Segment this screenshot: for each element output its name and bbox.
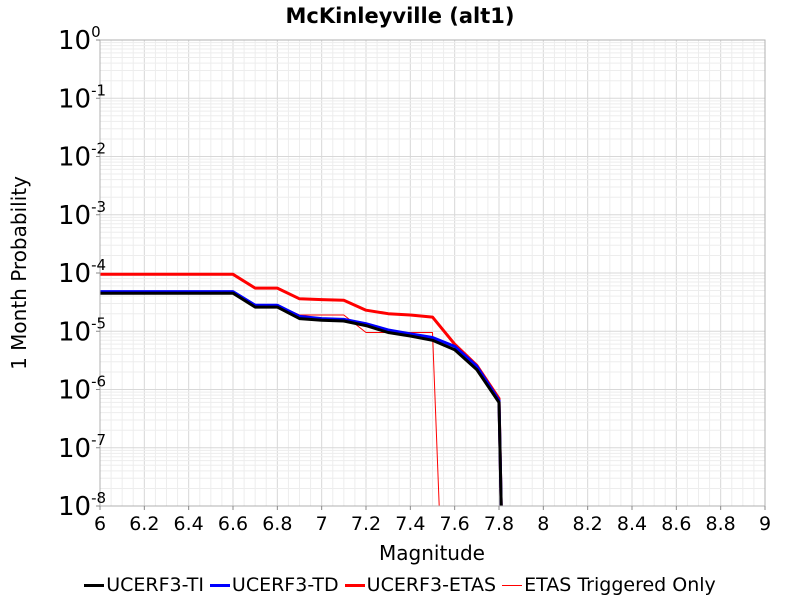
x-tick-label: 7.4 bbox=[395, 513, 425, 535]
chart-title: McKinleyville (alt1) bbox=[286, 4, 515, 28]
legend-item-ucerf3-ti: UCERF3-TI bbox=[84, 574, 204, 596]
y-tick-base: 10 bbox=[58, 492, 91, 522]
legend-item-ucerf3-td: UCERF3-TD bbox=[209, 574, 339, 596]
y-tick-exponent: -7 bbox=[91, 431, 106, 449]
y-tick-label: 10-5 bbox=[58, 314, 106, 347]
x-tick-label: 8.6 bbox=[661, 513, 691, 535]
x-axis-label: Magnitude bbox=[379, 541, 485, 565]
legend-label: UCERF3-TD bbox=[231, 574, 339, 596]
y-tick-base: 10 bbox=[58, 84, 91, 114]
y-tick-base: 10 bbox=[58, 143, 91, 173]
legend-label: UCERF3-ETAS bbox=[366, 574, 497, 596]
y-tick-exponent: -8 bbox=[91, 489, 106, 507]
legend-label: ETAS Triggered Only bbox=[524, 574, 716, 596]
x-tick-label: 6.8 bbox=[262, 513, 292, 535]
y-tick-base: 10 bbox=[58, 376, 91, 406]
legend-item-ucerf3-etas: UCERF3-ETAS bbox=[344, 574, 497, 596]
x-tick-label: 8 bbox=[537, 513, 549, 535]
x-tick-label: 6.6 bbox=[218, 513, 248, 535]
legend-label: UCERF3-TI bbox=[106, 574, 204, 596]
y-tick-base: 10 bbox=[58, 201, 91, 231]
x-axis-ticks: 6 6.2 6.4 6.6 6.8 7 7.2 7.4 7.6 7.8 8 8.2 8.4 8.6 8.8 9 bbox=[94, 506, 771, 535]
legend-swatch bbox=[84, 583, 105, 587]
y-tick-label: 10-6 bbox=[58, 373, 106, 406]
legend: UCERF3-TI UCERF3-TD UCERF3-ETAS ETAS Trigge… bbox=[0, 572, 800, 598]
x-tick-label: 7.8 bbox=[484, 513, 514, 535]
y-tick-label: 100 bbox=[58, 23, 101, 56]
x-tick-label: 7.2 bbox=[351, 513, 381, 535]
x-tick-label: 6.2 bbox=[129, 513, 159, 535]
y-axis-label: 1 Month Probability bbox=[7, 176, 31, 370]
x-tick-label: 6 bbox=[94, 513, 106, 535]
y-tick-base: 10 bbox=[58, 434, 91, 464]
series-line-ucerf3-td bbox=[100, 290, 503, 507]
y-tick-exponent: -4 bbox=[91, 256, 106, 274]
x-tick-label: 8.4 bbox=[617, 513, 647, 535]
y-tick-base: 10 bbox=[58, 259, 91, 289]
legend-swatch bbox=[502, 584, 523, 586]
y-tick-exponent: -6 bbox=[91, 373, 106, 391]
legend-item-etas-triggered-only: ETAS Triggered Only bbox=[502, 574, 716, 596]
y-tick-label: 10-2 bbox=[58, 140, 106, 173]
series-line-ucerf3-ti bbox=[100, 291, 503, 507]
y-tick-exponent: 0 bbox=[91, 23, 101, 41]
series-line-ucerf3-etas bbox=[100, 272, 503, 507]
legend-swatch bbox=[344, 583, 365, 587]
y-tick-label: 10-1 bbox=[58, 81, 106, 114]
y-tick-label: 10-8 bbox=[58, 489, 106, 522]
y-tick-base: 10 bbox=[58, 317, 91, 347]
y-tick-base: 10 bbox=[58, 26, 91, 56]
x-tick-label: 9 bbox=[759, 513, 771, 535]
x-tick-label: 7.6 bbox=[440, 513, 470, 535]
y-tick-label: 10-4 bbox=[58, 256, 106, 289]
y-tick-exponent: -1 bbox=[91, 81, 106, 99]
x-tick-label: 6.4 bbox=[174, 513, 204, 535]
y-tick-exponent: -5 bbox=[91, 314, 106, 332]
legend-swatch bbox=[209, 583, 230, 587]
x-tick-label: 8.2 bbox=[573, 513, 603, 535]
x-tick-label: 8.8 bbox=[706, 513, 736, 535]
y-tick-exponent: -3 bbox=[91, 198, 106, 216]
y-tick-label: 10-7 bbox=[58, 431, 106, 464]
x-tick-label: 7 bbox=[316, 513, 328, 535]
y-tick-label: 10-3 bbox=[58, 198, 106, 231]
y-tick-exponent: -2 bbox=[91, 140, 106, 158]
series-layer bbox=[100, 272, 503, 507]
